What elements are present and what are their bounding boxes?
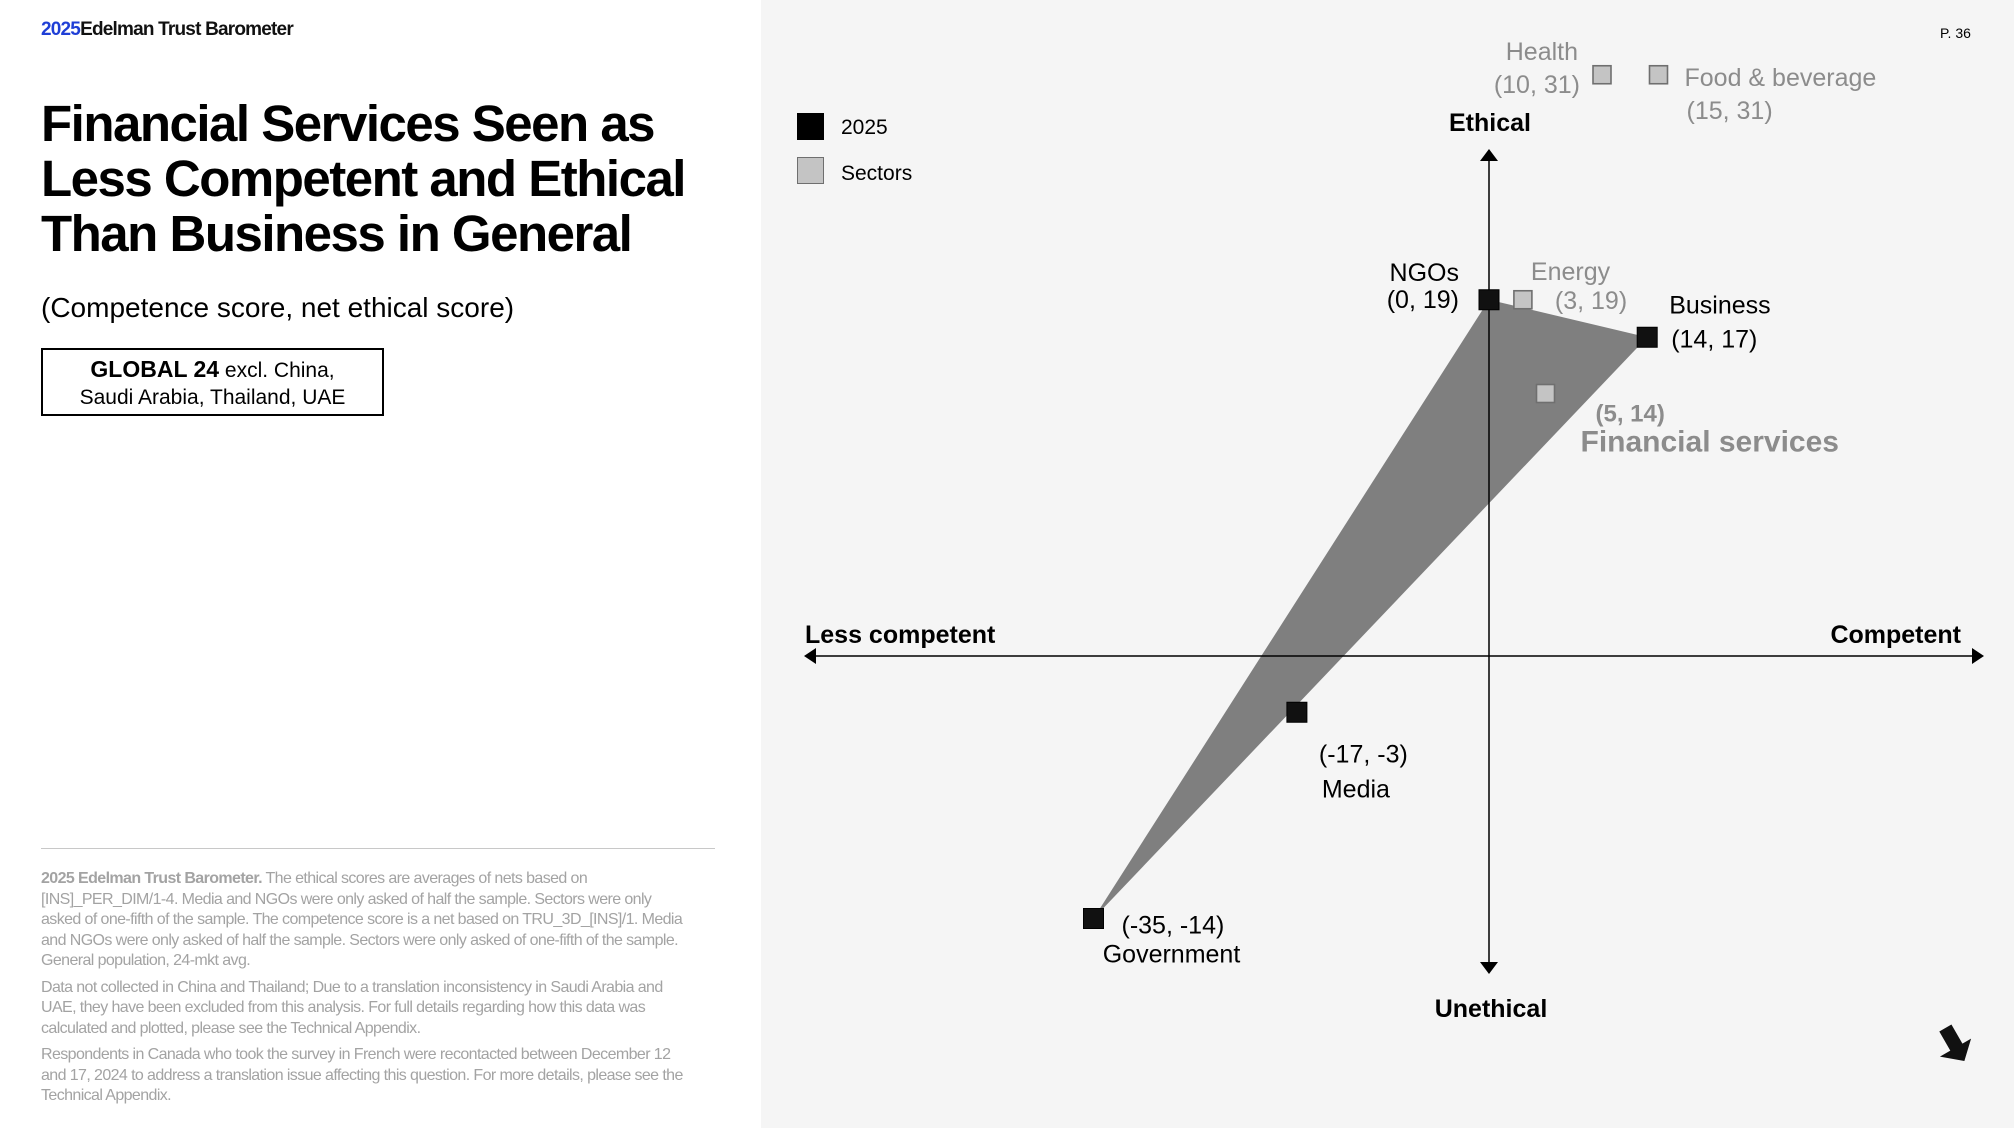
page-title: Financial Services Seen as Less Competen…: [41, 95, 686, 262]
scope-bold: GLOBAL 24: [90, 356, 220, 382]
brand-year: 2025: [41, 19, 81, 40]
coords-food-and-beverage: (15, 31): [1687, 97, 1773, 125]
footnote-2: Data not collected in China and Thailand…: [41, 978, 663, 1037]
axis-label-ethical: Ethical: [1449, 109, 1531, 137]
page-number: P. 36: [1940, 25, 1971, 41]
coords-government: (-35, -14): [1122, 912, 1225, 940]
coords-ngos: (0, 19): [1387, 286, 1459, 314]
footnote-source: 2025 Edelman Trust Barometer.: [41, 870, 263, 887]
coords-media: (-17, -3): [1319, 740, 1408, 768]
x-axis-arrow-right: [1972, 648, 1984, 664]
coords-health: (10, 31): [1494, 71, 1580, 99]
legend-label-sectors: Sectors: [841, 162, 913, 185]
legend-label-2025: 2025: [841, 116, 888, 139]
label-financial-services: Financial services: [1581, 426, 1840, 459]
footnote-3: Respondents in Canada who took the surve…: [41, 1046, 683, 1104]
label-business: Business: [1669, 291, 1770, 319]
scope-line1: excl. China,: [224, 359, 335, 382]
scope-line2: Saudi Arabia, Thailand, UAE: [79, 386, 346, 409]
x-axis-arrow-left: [804, 648, 816, 664]
notes-divider: [41, 848, 715, 849]
axis-label-less-competent: Less competent: [805, 621, 996, 649]
coords-business: (14, 17): [1671, 325, 1757, 353]
point-financial-services: [1535, 383, 1556, 404]
label-media: Media: [1322, 775, 1390, 803]
brand-name: Edelman Trust Barometer: [80, 19, 294, 40]
label-energy: Energy: [1531, 258, 1611, 286]
point-business: [1636, 326, 1658, 348]
point-health: [1592, 64, 1612, 85]
coords-energy: (3, 19): [1555, 287, 1627, 315]
arrow-down-right-icon[interactable]: [1934, 1024, 1974, 1066]
legend-swatch-sectors: [797, 157, 824, 184]
point-energy: [1513, 289, 1533, 310]
label-ngos: NGOs: [1390, 259, 1459, 287]
point-media: [1286, 701, 1308, 723]
point-government: [1083, 908, 1104, 929]
point-ngos: [1478, 289, 1500, 311]
label-food-and-beverage: Food & beverage: [1685, 64, 1877, 92]
page-subtitle: (Competence score, net ethical score): [41, 292, 515, 323]
y-axis-arrow-down: [1480, 962, 1498, 974]
brand-logo: 2025Edelman Trust Barometer: [41, 19, 294, 41]
legend-swatch-2025: [797, 113, 824, 140]
axis-label-unethical: Unethical: [1435, 995, 1548, 1023]
point-food-and-beverage: [1648, 64, 1669, 85]
coords-financial-services: (5, 14): [1596, 401, 1665, 428]
left-panel: [0, 0, 761, 1128]
y-axis-arrow-up: [1480, 149, 1498, 161]
footnote-text-1: The ethical scores are averages of nets …: [41, 870, 683, 969]
scope-box: GLOBAL 24 excl. China, Saudi Arabia, Tha…: [41, 348, 384, 416]
axis-label-competent: Competent: [1830, 621, 1961, 649]
highlight-triangle: [1093, 299, 1648, 919]
label-health: Health: [1506, 38, 1578, 66]
footnote-1: 2025 Edelman Trust Barometer. The ethica…: [41, 869, 691, 972]
label-government: Government: [1103, 941, 1241, 969]
chart-marks: NGOs(0, 19) Business (14, 17) Media (-17, -3…: [1083, 38, 1877, 969]
footnotes: 2025 Edelman Trust Barometer. The ethica…: [41, 869, 691, 1113]
